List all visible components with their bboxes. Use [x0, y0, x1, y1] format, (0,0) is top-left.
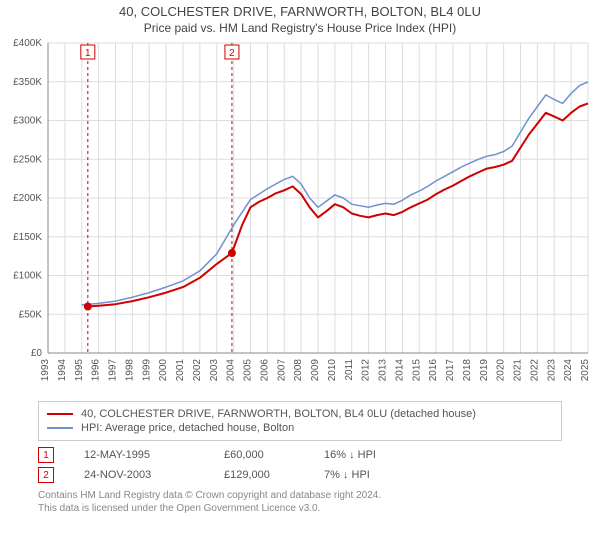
- chart-title: 40, COLCHESTER DRIVE, FARNWORTH, BOLTON,…: [0, 4, 600, 19]
- svg-text:£350K: £350K: [13, 77, 42, 88]
- svg-text:1998: 1998: [124, 359, 135, 382]
- svg-text:2012: 2012: [361, 359, 372, 382]
- svg-text:£150K: £150K: [13, 232, 42, 243]
- svg-text:2020: 2020: [496, 359, 507, 382]
- svg-text:2000: 2000: [158, 359, 169, 382]
- svg-text:2014: 2014: [394, 359, 405, 382]
- svg-text:2008: 2008: [293, 359, 304, 382]
- svg-text:£400K: £400K: [13, 38, 42, 49]
- legend: 40, COLCHESTER DRIVE, FARNWORTH, BOLTON,…: [38, 401, 562, 441]
- svg-text:2022: 2022: [529, 359, 540, 382]
- sale-price: £129,000: [224, 469, 294, 481]
- svg-text:2023: 2023: [546, 359, 557, 382]
- legend-item: HPI: Average price, detached house, Bolt…: [47, 422, 553, 434]
- footnote-line: This data is licensed under the Open Gov…: [38, 502, 562, 515]
- svg-text:1: 1: [85, 48, 91, 59]
- svg-text:2009: 2009: [310, 359, 321, 382]
- sale-price: £60,000: [224, 449, 294, 461]
- svg-text:2007: 2007: [276, 359, 287, 382]
- svg-text:1994: 1994: [57, 359, 68, 382]
- chart-title-block: 40, COLCHESTER DRIVE, FARNWORTH, BOLTON,…: [0, 0, 600, 35]
- chart-svg: £0 £50K £100K £150K £200K £250K £300K £350K £400…: [0, 35, 600, 395]
- svg-text:2017: 2017: [445, 359, 456, 382]
- svg-text:2016: 2016: [428, 359, 439, 382]
- svg-text:2015: 2015: [411, 359, 422, 382]
- svg-text:1995: 1995: [74, 359, 85, 382]
- svg-text:2010: 2010: [327, 359, 338, 382]
- sale-date: 24-NOV-2003: [84, 469, 194, 481]
- svg-text:1993: 1993: [40, 359, 51, 382]
- legend-label: HPI: Average price, detached house, Bolt…: [81, 422, 294, 434]
- svg-text:£200K: £200K: [13, 193, 42, 204]
- svg-text:2002: 2002: [192, 359, 203, 382]
- svg-text:1999: 1999: [141, 359, 152, 382]
- price-chart: £0 £50K £100K £150K £200K £250K £300K £350K £400…: [0, 35, 600, 395]
- svg-text:2011: 2011: [344, 359, 355, 381]
- sale-marker: 1: [38, 447, 54, 463]
- sale-date: 12-MAY-1995: [84, 449, 194, 461]
- footnote: Contains HM Land Registry data © Crown c…: [38, 489, 562, 515]
- legend-swatch: [47, 427, 73, 429]
- chart-subtitle: Price paid vs. HM Land Registry's House …: [0, 21, 600, 35]
- footnote-line: Contains HM Land Registry data © Crown c…: [38, 489, 562, 502]
- svg-text:£300K: £300K: [13, 116, 42, 127]
- svg-text:2: 2: [229, 48, 235, 59]
- sale-delta: 16% ↓ HPI: [324, 449, 414, 461]
- svg-text:2025: 2025: [580, 359, 591, 382]
- sale-marker: 2: [38, 467, 54, 483]
- svg-text:2019: 2019: [479, 359, 490, 382]
- svg-text:£0: £0: [31, 348, 43, 359]
- legend-item: 40, COLCHESTER DRIVE, FARNWORTH, BOLTON,…: [47, 408, 553, 420]
- svg-text:2021: 2021: [513, 359, 524, 382]
- svg-text:£250K: £250K: [13, 154, 42, 165]
- sales-table: 1 12-MAY-1995 £60,000 16% ↓ HPI 2 24-NOV…: [38, 447, 562, 483]
- svg-text:2004: 2004: [226, 359, 237, 382]
- svg-text:1997: 1997: [108, 359, 119, 382]
- svg-text:2018: 2018: [462, 359, 473, 382]
- svg-text:2006: 2006: [259, 359, 270, 382]
- svg-text:2001: 2001: [175, 359, 186, 382]
- svg-text:1996: 1996: [91, 359, 102, 382]
- sale-row: 2 24-NOV-2003 £129,000 7% ↓ HPI: [38, 467, 562, 483]
- svg-text:2003: 2003: [209, 359, 220, 382]
- svg-text:2024: 2024: [563, 359, 574, 382]
- legend-label: 40, COLCHESTER DRIVE, FARNWORTH, BOLTON,…: [81, 408, 476, 420]
- svg-text:£50K: £50K: [19, 309, 43, 320]
- svg-text:2005: 2005: [243, 359, 254, 382]
- sale-row: 1 12-MAY-1995 £60,000 16% ↓ HPI: [38, 447, 562, 463]
- svg-text:£100K: £100K: [13, 271, 42, 282]
- sale-delta: 7% ↓ HPI: [324, 469, 414, 481]
- legend-swatch: [47, 413, 73, 415]
- svg-text:2013: 2013: [378, 359, 389, 382]
